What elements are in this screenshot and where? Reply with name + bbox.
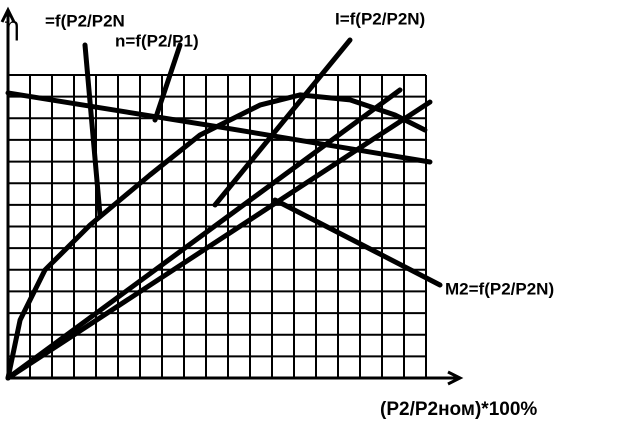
curve-label: I=f(P2/P2N) — [335, 9, 425, 28]
leader-line — [272, 197, 443, 288]
curve — [5, 87, 403, 381]
curve — [5, 99, 433, 381]
x-axis-arrow — [447, 370, 464, 386]
leader-line — [82, 42, 103, 218]
leader-line — [212, 37, 353, 208]
y-axis-arrow — [0, 6, 16, 23]
leader-line — [152, 42, 183, 123]
y-axis-label: η — [4, 12, 20, 42]
curve-label: M2=f(P2/P2N) — [445, 279, 554, 298]
curve-label: =f(P2/P2N — [45, 11, 125, 30]
curve — [5, 92, 428, 381]
x-axis-label: (P2/P2ном)*100% — [380, 399, 537, 420]
curve-label: n=f(P2/P1) — [115, 31, 199, 50]
